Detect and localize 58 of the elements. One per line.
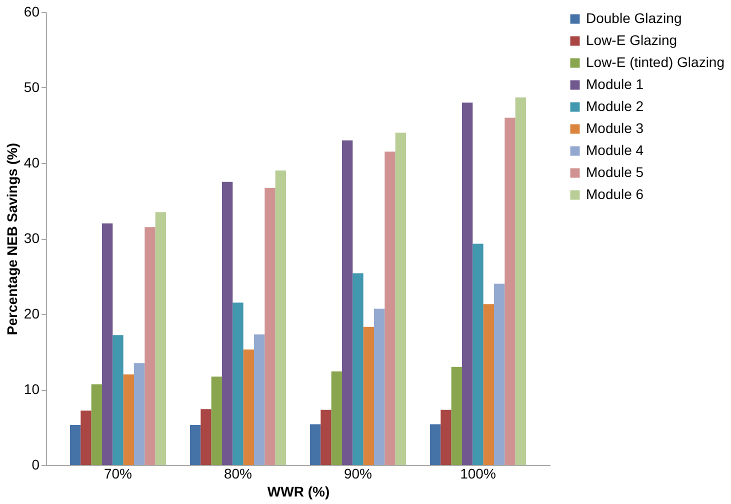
bar	[275, 170, 286, 465]
x-tick-label: 80%	[224, 466, 252, 482]
legend-label: Low-E (tinted) Glazing	[586, 54, 725, 70]
bar	[472, 244, 484, 465]
bar	[331, 371, 342, 465]
bar	[232, 302, 244, 465]
bar	[200, 409, 212, 465]
bar	[342, 140, 353, 465]
legend-label: Module 6	[586, 186, 644, 202]
bar	[80, 410, 92, 465]
bar	[134, 363, 145, 465]
bar	[123, 374, 134, 465]
bar	[155, 212, 166, 465]
bar	[243, 349, 254, 465]
legend-label: Module 5	[586, 164, 644, 180]
bar	[430, 424, 441, 465]
legend-label: Module 2	[586, 98, 644, 114]
bar	[384, 152, 396, 465]
y-tick-label: 40	[24, 154, 40, 170]
bar	[494, 284, 505, 465]
y-axis-title: Percentage NEB Savings (%)	[4, 142, 20, 336]
bar	[254, 334, 265, 465]
y-tick-label: 20	[24, 306, 40, 322]
bar	[70, 424, 81, 465]
bar	[462, 102, 473, 465]
bar	[515, 97, 526, 465]
y-tick-label: 0	[32, 456, 40, 472]
bar	[211, 376, 222, 465]
x-axis-title: WWR (%)	[267, 484, 330, 500]
bar	[144, 227, 156, 465]
legend-label: Module 3	[586, 120, 644, 136]
legend-label: Low-E Glazing	[586, 32, 678, 48]
x-tick-label: 100%	[460, 466, 496, 482]
bar	[264, 188, 276, 465]
bar	[363, 326, 374, 465]
bar	[222, 182, 233, 465]
bar	[112, 335, 124, 465]
x-tick-label: 90%	[344, 466, 372, 482]
bar	[320, 410, 332, 465]
legend-label: Double Glazing	[586, 10, 682, 26]
bar	[102, 223, 113, 465]
bar	[451, 366, 462, 465]
bar	[395, 132, 406, 465]
bar	[504, 118, 516, 465]
bar	[310, 424, 321, 465]
y-tick-label: 60	[24, 4, 40, 20]
bar	[91, 384, 102, 465]
bar	[374, 308, 385, 465]
y-tick-label: 10	[24, 381, 40, 397]
y-tick-label: 30	[24, 230, 40, 246]
bar	[190, 424, 201, 465]
bar	[352, 273, 364, 465]
y-tick-label: 50	[24, 79, 40, 95]
bar	[440, 410, 452, 465]
x-tick-label: 70%	[104, 466, 132, 482]
legend-label: Module 4	[586, 142, 644, 158]
legend-label: Module 1	[586, 76, 644, 92]
bar	[483, 304, 494, 465]
